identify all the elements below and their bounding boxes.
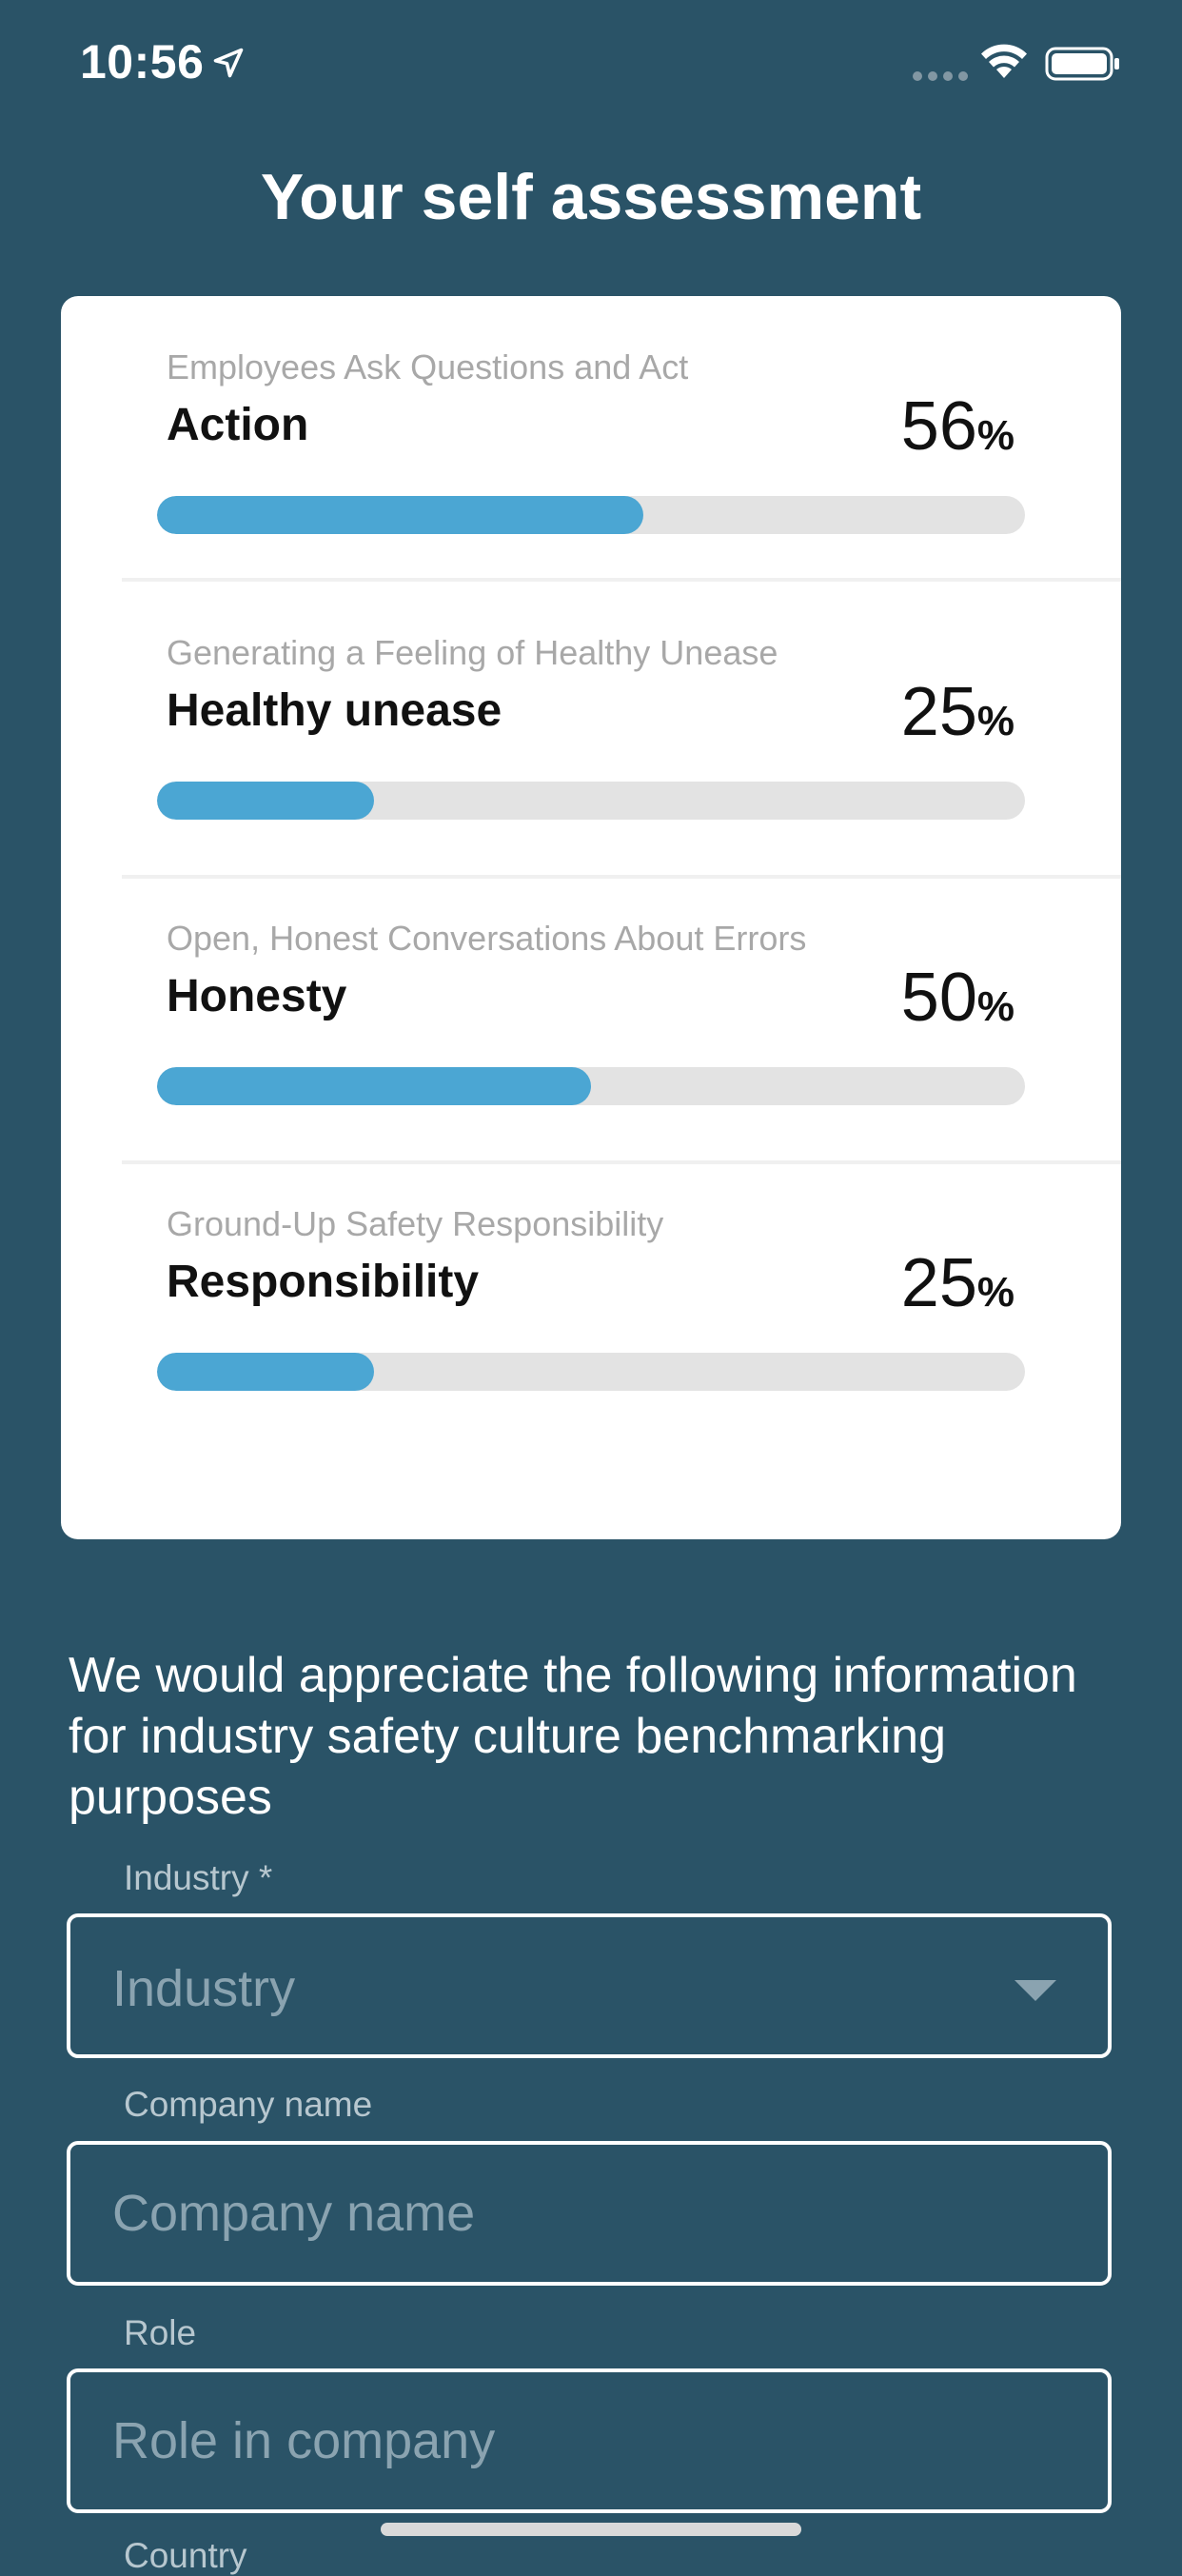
role-input[interactable]: [70, 2372, 1108, 2509]
progress-bar-fill: [157, 782, 374, 820]
score-value: 25%: [901, 673, 1015, 751]
industry-label: Industry *: [124, 1858, 273, 1897]
battery-icon: [1045, 47, 1119, 81]
role-field-box: [67, 2368, 1112, 2513]
page-title: Your self assessment: [260, 161, 922, 233]
progress-bar-responsibility: [157, 1353, 1025, 1391]
score-label: Responsibility: [167, 1257, 480, 1307]
progress-bar-fill: [157, 496, 643, 534]
score-value: 56%: [901, 387, 1015, 466]
company-name-input[interactable]: [70, 2145, 1108, 2282]
score-number: 50: [900, 960, 977, 1036]
dropdown-arrow-icon[interactable]: [1015, 1980, 1056, 2001]
benchmark-intro-text: We would appreciate the following inform…: [69, 1648, 1077, 1825]
country-label: Country: [124, 2536, 247, 2575]
score-label: Action: [167, 400, 309, 450]
location-arrow-icon: [213, 48, 244, 78]
score-value: 25%: [901, 1244, 1015, 1322]
home-indicator: [381, 2523, 801, 2536]
role-label: Role: [124, 2313, 197, 2352]
score-item-action: [122, 296, 1121, 582]
score-number: 25: [900, 674, 977, 750]
divider: [122, 875, 1121, 879]
progress-bar-action: [157, 496, 1025, 534]
progress-bar-fill: [157, 1067, 591, 1105]
divider: [122, 578, 1121, 582]
score-label: Honesty: [167, 971, 347, 1021]
score-item-healthy-unease: [122, 296, 1121, 879]
percent-sign: %: [976, 412, 1015, 459]
score-label: Healthy unease: [167, 685, 502, 736]
wifi-icon: [981, 44, 1027, 78]
company-name-field-box: [67, 2141, 1112, 2286]
percent-sign: %: [976, 983, 1015, 1030]
score-subtitle: Generating a Feeling of Healthy Unease: [167, 633, 778, 672]
progress-bar-fill: [157, 1353, 374, 1391]
progress-bar-honesty: [157, 1067, 1025, 1105]
score-number: 56: [900, 388, 977, 465]
progress-bar-healthy-unease: [157, 782, 1025, 820]
industry-select[interactable]: Industry: [67, 1913, 1112, 2058]
status-time: 10:56: [80, 35, 205, 89]
industry-select-value: Industry: [112, 1960, 296, 2017]
score-subtitle: Open, Honest Conversations About Errors: [167, 919, 807, 958]
divider: [122, 1160, 1121, 1164]
score-value: 50%: [901, 959, 1015, 1037]
percent-sign: %: [976, 698, 1015, 744]
cellular-signal-icon: [913, 71, 968, 81]
score-number: 25: [900, 1245, 977, 1321]
score-subtitle: Ground-Up Safety Responsibility: [167, 1204, 664, 1243]
assessment-card: Employees Ask Questions and Act Action 5…: [61, 296, 1121, 1539]
percent-sign: %: [976, 1269, 1015, 1316]
score-subtitle: Employees Ask Questions and Act: [167, 347, 689, 386]
company-name-label: Company name: [124, 2085, 373, 2124]
score-item-honesty: [122, 296, 1121, 1164]
status-bar: 10:56: [0, 0, 1182, 124]
